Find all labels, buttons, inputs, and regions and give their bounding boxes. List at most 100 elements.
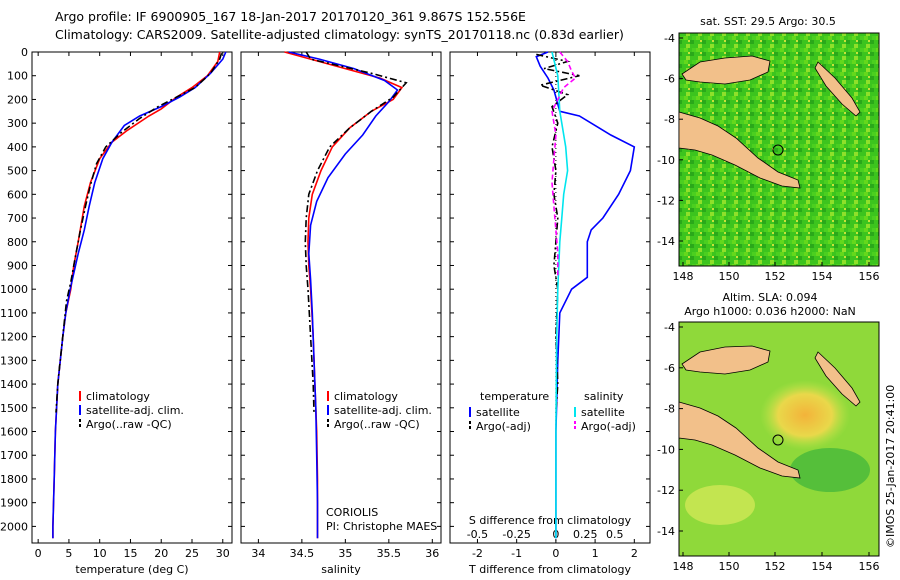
- sla-warm-anomaly: [760, 380, 850, 450]
- temperature-xtick-label: 30: [216, 547, 230, 560]
- temperature-legend-label: Argo(..raw -QC): [86, 418, 172, 431]
- sst-map-xtick-label: 148: [673, 270, 694, 283]
- salinity-xlabel: salinity: [321, 563, 361, 576]
- salinity-xtick-label: 34: [251, 547, 265, 560]
- difference-legend-label: Argo(-adj): [476, 420, 531, 433]
- sst-map-title: sat. SST: 29.5 Argo: 30.5: [700, 15, 836, 28]
- temperature-legend-label: climatology: [86, 390, 150, 403]
- legend-salinity-title: salinity: [584, 390, 624, 403]
- depth-tick-label: 300: [7, 117, 28, 130]
- temperature-xtick-label: 25: [185, 547, 199, 560]
- temperature-xlabel: temperature (deg C): [75, 563, 188, 576]
- sla-map-xtick-label: 148: [673, 560, 694, 573]
- sla-map-ytick-label: -4: [664, 321, 675, 334]
- sla-map-title-1: Altim. SLA: 0.094: [722, 291, 817, 304]
- depth-tick-label: 1200: [0, 331, 28, 344]
- temperature-xtick-label: 20: [154, 547, 168, 560]
- salinity-xtick-label: 34.5: [290, 547, 315, 560]
- sst-land-new-britain: [681, 55, 771, 85]
- difference-legend-label: Argo(-adj): [581, 420, 636, 433]
- sst-map-xtick-label: 152: [765, 270, 786, 283]
- temperature-series-satellite-adj-clim-: [52, 51, 227, 539]
- depth-tick-label: 1600: [0, 426, 28, 439]
- sst-map-ytick-label: -6: [664, 73, 675, 86]
- salinity-legend-label: Argo(..raw -QC): [334, 418, 420, 431]
- depth-tick-label: 1700: [0, 449, 28, 462]
- title-line-2: Climatology: CARS2009. Satellite-adjuste…: [55, 27, 624, 42]
- depth-tick-label: 700: [7, 212, 28, 225]
- salinity-diff-tick-label: -0.25: [502, 528, 530, 541]
- depth-tick-label: 100: [7, 70, 28, 83]
- sst-argo-location: [772, 144, 784, 156]
- depth-tick-label: 1000: [0, 283, 28, 296]
- difference-xtick-label: 0: [552, 547, 559, 560]
- salinity-diff-tick-label: 0.5: [606, 528, 624, 541]
- sst-map-xtick-label: 150: [719, 270, 740, 283]
- depth-tick-label: 900: [7, 259, 28, 272]
- salinity-legend-label: satellite-adj. clim.: [334, 404, 432, 417]
- imos-credit: ©IMOS 25-Jan-2017 20:41:00: [884, 385, 897, 548]
- sla-map: Altim. SLA: 0.094 Argo h1000: 0.036 h200…: [678, 291, 880, 557]
- sla-map-xtick-label: 152: [765, 560, 786, 573]
- depth-tick-label: 1500: [0, 402, 28, 415]
- difference-series-satellite: [551, 51, 569, 539]
- salinity-diff-tick-label: -0.5: [467, 528, 488, 541]
- temperature-xtick-label: 0: [35, 547, 42, 560]
- depth-tick-label: 1400: [0, 378, 28, 391]
- depth-tick-label: 1300: [0, 354, 28, 367]
- sla-map-ytick-label: -6: [664, 362, 675, 375]
- difference-xtick-label: 1: [592, 547, 599, 560]
- depth-tick-label: 1900: [0, 497, 28, 510]
- temperature-xtick-label: 10: [93, 547, 107, 560]
- difference-legend-label: satellite: [581, 406, 625, 419]
- sst-map-ytick-label: -8: [664, 113, 675, 126]
- temperature-frame: [31, 51, 233, 544]
- sla-map-ytick-label: -14: [657, 525, 675, 538]
- sla-map-ytick-label: -12: [657, 484, 675, 497]
- sla-map-ytick-label: -10: [657, 443, 675, 456]
- salinity-series-argo-raw-qc-: [304, 51, 408, 413]
- sla-land-new-guinea: [678, 401, 801, 479]
- sla-map-axes: 148 150 152 154 156 -4 -6 -8 -10 -12 -14: [657, 321, 879, 573]
- depth-tick-label: 1800: [0, 473, 28, 486]
- sst-land-new-ireland: [814, 61, 861, 117]
- sst-land-new-guinea: [678, 111, 801, 189]
- sla-map-xtick-label: 156: [859, 560, 880, 573]
- sla-map-xtick-label: 150: [719, 560, 740, 573]
- sst-map-xtick-label: 154: [812, 270, 833, 283]
- temperature-legend-label: satellite-adj. clim.: [86, 404, 184, 417]
- difference-legend-label: satellite: [476, 406, 520, 419]
- sst-map-axes: 148 150 152 154 156 -4 -6 -8 -10 -12 -14: [657, 32, 879, 283]
- sst-map-xtick-label: 156: [859, 270, 880, 283]
- sla-map-xtick-label: 154: [812, 560, 833, 573]
- temperature-series-climatology: [52, 51, 221, 539]
- sla-map-title-2: Argo h1000: 0.036 h2000: NaN: [684, 305, 856, 318]
- depth-tick-label: 2000: [0, 520, 28, 533]
- salinity-xtick-label: 35: [338, 547, 352, 560]
- salinity-chart: 34 34.5 35 35.5 36 salinity climatologysatelli…: [240, 51, 442, 576]
- sst-map-ytick-label: -14: [657, 235, 675, 248]
- salinity-legend-label: climatology: [334, 390, 398, 403]
- temperature-chart: 0100200300400500600700800900100011001200…: [0, 46, 233, 576]
- legend-temperature-title: temperature: [480, 390, 549, 403]
- title-line-1: Argo profile: IF 6900905_167 18-Jan-2017…: [55, 9, 526, 24]
- sst-map-ytick-label: -4: [664, 32, 675, 45]
- difference-frame: [449, 51, 651, 544]
- salinity-series-satellite-adj-clim-: [288, 51, 399, 539]
- temperature-series-argo-raw-qc-: [55, 52, 223, 413]
- depth-tick-label: 500: [7, 165, 28, 178]
- sla-land-new-ireland: [814, 351, 861, 407]
- sla-land-new-britain: [681, 345, 771, 375]
- sla-map-ytick-label: -8: [664, 403, 675, 416]
- temperature-xtick-label: 5: [65, 547, 72, 560]
- temperature-xtick-label: 15: [123, 547, 137, 560]
- salinity-diff-axis-label: S difference from climatology: [469, 514, 632, 527]
- float-pi-label: PI: Christophe MAES: [326, 520, 437, 533]
- depth-tick-label: 400: [7, 141, 28, 154]
- depth-tick-label: 1100: [0, 307, 28, 320]
- sst-map-ytick-label: -10: [657, 154, 675, 167]
- salinity-xtick-label: 36: [425, 547, 439, 560]
- difference-series-satellite: [535, 51, 636, 539]
- sla-low-anomaly: [790, 448, 870, 492]
- sla-argo-location: [772, 434, 784, 446]
